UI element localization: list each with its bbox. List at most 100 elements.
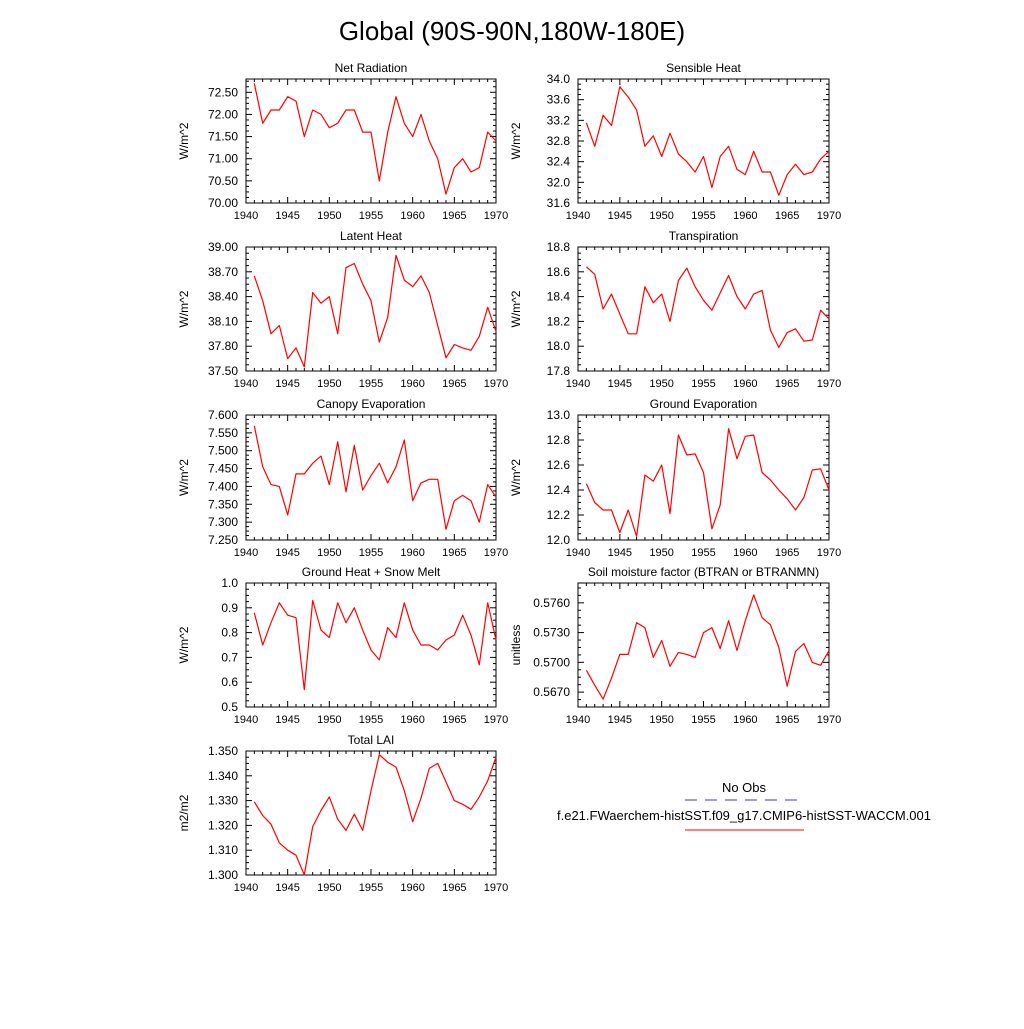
x-tick-label: 1965 — [775, 378, 799, 390]
plot-frame — [245, 78, 497, 204]
x-tick-label: 1970 — [484, 882, 508, 894]
y-tick-label: 7.300 — [208, 515, 238, 529]
y-tick-label: 0.9 — [221, 601, 238, 615]
y-tick-label: 0.5700 — [533, 655, 570, 669]
y-axis-label: W/m^2 — [177, 122, 191, 159]
y-axis-label: W/m^2 — [509, 122, 523, 159]
y-tick-label: 12.6 — [547, 458, 571, 472]
y-tick-label: 0.6 — [221, 675, 238, 689]
x-tick-label: 1945 — [275, 882, 299, 894]
x-tick-label: 1960 — [400, 882, 424, 894]
plot-frame — [245, 414, 497, 541]
y-tick-label: 71.50 — [208, 130, 238, 144]
x-tick-label: 1945 — [275, 714, 299, 726]
x-tick-label: 1965 — [442, 714, 466, 726]
x-tick-label: 1955 — [359, 210, 383, 222]
y-tick-label: 72.00 — [208, 107, 238, 121]
y-tick-label: 71.00 — [208, 152, 238, 166]
y-tick-label: 1.310 — [208, 843, 238, 857]
y-tick-label: 38.10 — [208, 314, 238, 328]
y-axis-label: W/m^2 — [509, 290, 523, 327]
y-tick-label: 12.0 — [547, 533, 571, 547]
y-tick-label: 32.4 — [547, 155, 571, 169]
x-tick-label: 1960 — [400, 378, 424, 390]
y-tick-label: 18.8 — [547, 240, 571, 254]
chart-panel: Net Radiation W/m^2 1940 1945 1950 1955 1960 19… — [177, 61, 508, 222]
x-tick-label: 1940 — [234, 882, 258, 894]
x-tick-label: 1970 — [484, 714, 508, 726]
x-tick-label: 1965 — [442, 210, 466, 222]
x-tick-label: 1945 — [608, 378, 632, 390]
y-tick-label: 37.80 — [208, 339, 238, 353]
y-tick-label: 12.8 — [547, 433, 571, 447]
y-tick-label: 0.5 — [221, 700, 238, 714]
plot-frame — [245, 750, 497, 876]
series-line — [253, 83, 497, 195]
chart-panel: Ground Evaporation W/m^2 1940 1945 1950 1955 1… — [509, 397, 841, 559]
y-tick-label: 31.6 — [547, 196, 571, 210]
y-tick-label: 7.550 — [208, 426, 238, 440]
y-tick-label: 1.300 — [208, 868, 238, 882]
y-tick-label: 18.2 — [547, 314, 571, 328]
x-tick-label: 1960 — [733, 714, 757, 726]
y-tick-label: 7.350 — [208, 497, 238, 511]
series-line — [253, 254, 497, 368]
chart-title: Latent Heat — [340, 229, 403, 243]
x-tick-label: 1970 — [817, 714, 841, 726]
y-axis-label: unitless — [509, 625, 523, 666]
y-tick-label: 0.8 — [221, 626, 238, 640]
y-tick-label: 1.0 — [221, 576, 238, 590]
x-tick-label: 1950 — [317, 378, 341, 390]
plot-frame — [577, 246, 830, 372]
y-tick-label: 72.50 — [208, 85, 238, 99]
y-tick-label: 18.0 — [547, 339, 571, 353]
y-tick-label: 17.8 — [547, 364, 571, 378]
x-tick-label: 1960 — [733, 547, 757, 559]
chart-title: Net Radiation — [335, 61, 408, 75]
series-line — [585, 86, 830, 196]
chart-panel: Transpiration W/m^2 1940 1945 1950 1955 1960 19… — [509, 229, 841, 390]
x-tick-label: 1955 — [691, 378, 715, 390]
y-tick-label: 32.8 — [547, 134, 571, 148]
x-tick-label: 1940 — [234, 378, 258, 390]
x-tick-label: 1970 — [484, 547, 508, 559]
x-tick-label: 1965 — [442, 378, 466, 390]
y-tick-label: 32.0 — [547, 175, 571, 189]
x-tick-label: 1950 — [649, 378, 673, 390]
series-line — [253, 754, 497, 876]
y-tick-label: 70.50 — [208, 174, 238, 188]
x-tick-label: 1940 — [234, 547, 258, 559]
y-tick-label: 18.4 — [547, 290, 571, 304]
chart-panel: Ground Heat + Snow Melt W/m^2 1940 1945 1950… — [177, 565, 508, 726]
x-tick-label: 1965 — [442, 547, 466, 559]
chart-panel: Total LAI m2/m2 1940 1945 1950 1955 1960 1965 19… — [177, 733, 508, 894]
y-tick-label: 1.340 — [208, 769, 238, 783]
chart-panel: Sensible Heat W/m^2 1940 1945 1950 1955 1960 19… — [509, 61, 841, 222]
x-tick-label: 1945 — [275, 378, 299, 390]
y-tick-label: 33.2 — [547, 113, 571, 127]
x-tick-label: 1950 — [649, 714, 673, 726]
x-tick-label: 1945 — [275, 210, 299, 222]
y-axis-label: W/m^2 — [177, 626, 191, 663]
chart-title: Canopy Evaporation — [317, 397, 426, 411]
plot-frame — [245, 246, 497, 372]
y-tick-label: 7.600 — [208, 408, 238, 422]
chart-title: Soil moisture factor (BTRAN or BTRANMN) — [588, 565, 819, 579]
x-tick-label: 1970 — [817, 378, 841, 390]
x-tick-label: 1970 — [484, 378, 508, 390]
y-tick-label: 37.50 — [208, 364, 238, 378]
x-tick-label: 1955 — [359, 378, 383, 390]
x-tick-label: 1960 — [400, 210, 424, 222]
y-tick-label: 12.2 — [547, 508, 571, 522]
plot-frame — [577, 78, 830, 204]
x-tick-label: 1960 — [733, 378, 757, 390]
y-tick-label: 34.0 — [547, 72, 571, 86]
x-tick-label: 1940 — [566, 210, 590, 222]
x-tick-label: 1950 — [317, 882, 341, 894]
x-tick-label: 1945 — [608, 210, 632, 222]
x-tick-label: 1955 — [359, 547, 383, 559]
x-tick-label: 1970 — [817, 210, 841, 222]
chart-title: Total LAI — [348, 733, 395, 747]
